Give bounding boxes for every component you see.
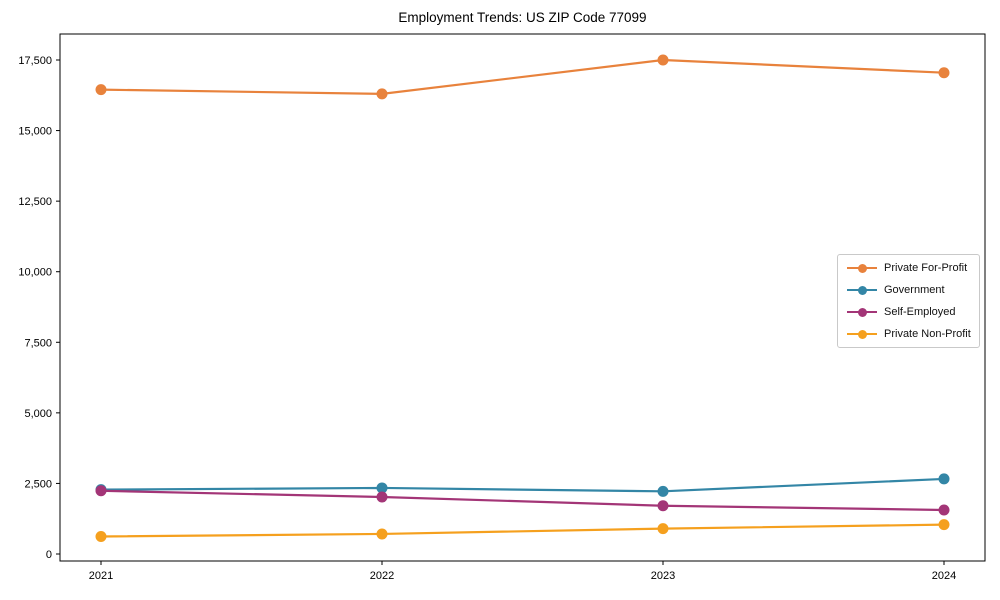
data-point-marker-private-for-profit [938,67,950,79]
data-point-marker-private-non-profit [657,523,669,535]
data-point-marker-government [657,485,669,497]
legend-marker-dot [857,263,867,273]
y-tick-label: 5,000 [24,408,52,420]
legend-item-private-non-profit: Private Non-Profit [847,323,973,345]
data-point-marker-private-for-profit [376,88,388,100]
y-tick-label: 12,500 [18,196,52,208]
legend-label: Self-Employed [884,306,956,318]
y-tick-label: 15,000 [18,126,52,138]
data-point-marker-private-non-profit [938,519,950,531]
series-line-government [100,477,945,493]
x-tick-label: 2024 [932,570,956,582]
series-line-private-for-profit [100,58,945,95]
plot-border [59,33,986,562]
x-tick-label: 2023 [651,570,675,582]
legend-marker-dot [857,307,867,317]
legend: Private For-Profit Government Self-Employe… [837,254,980,348]
legend-swatch [847,329,877,340]
data-point-marker-private-non-profit [95,530,107,542]
legend-swatch [847,263,877,274]
series-line-private-non-profit [100,523,945,538]
y-tick-label: 2,500 [24,478,52,490]
data-point-marker-private-for-profit [657,54,669,66]
y-tick-label: 7,500 [24,337,52,349]
legend-item-private-for-profit: Private For-Profit [847,257,973,279]
y-tick-label: 17,500 [18,55,52,67]
data-point-marker-self-employed [657,500,669,512]
y-tick-label: 0 [46,549,52,561]
data-point-marker-government [376,482,388,494]
data-point-marker-private-for-profit [95,84,107,96]
data-point-marker-self-employed [95,485,107,497]
legend-item-self-employed: Self-Employed [847,301,973,323]
legend-marker-dot [857,285,867,295]
x-tick-label: 2022 [370,570,394,582]
data-point-marker-private-non-profit [376,528,388,540]
data-point-marker-self-employed [376,491,388,503]
y-tick-label: 10,000 [18,267,52,279]
data-point-marker-government [938,473,950,485]
legend-swatch [847,307,877,318]
legend-label: Private Non-Profit [884,328,971,340]
legend-label: Government [884,284,945,296]
series-line-self-employed [100,489,945,512]
legend-swatch [847,285,877,296]
legend-label: Private For-Profit [884,262,968,274]
legend-item-government: Government [847,279,973,301]
x-tick-label: 2021 [89,570,113,582]
legend-marker-dot [857,329,867,339]
data-point-marker-self-employed [938,504,950,516]
chart-title: Employment Trends: US ZIP Code 77099 [398,10,647,25]
